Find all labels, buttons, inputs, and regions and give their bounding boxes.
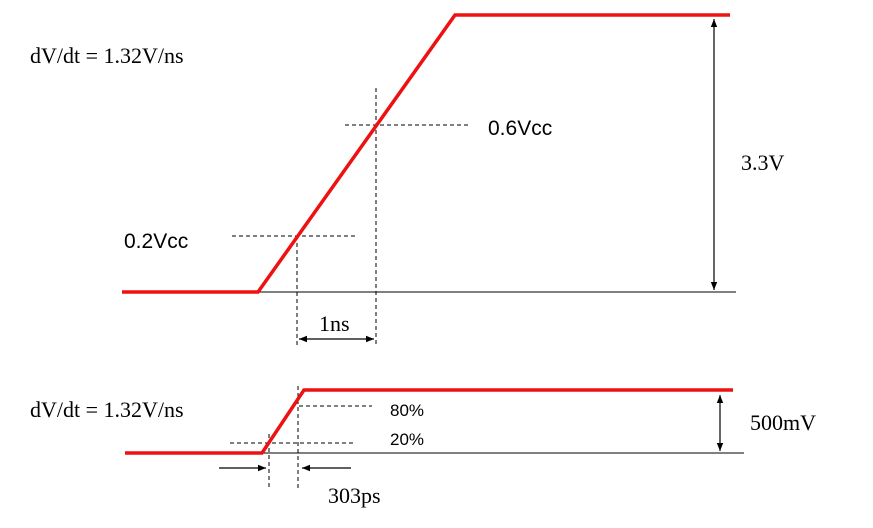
bottom-slew-rate-label: dV/dt = 1.32V/ns xyxy=(30,397,184,422)
bottom-waveform xyxy=(125,388,733,455)
top-interval-label: 1ns xyxy=(319,311,350,336)
top-lower-threshold-label: 0.2Vcc xyxy=(124,230,188,253)
top-panel: dV/dt = 1.32V/ns 0.6Vcc 0.2Vcc 3.3V 1ns xyxy=(30,13,785,345)
top-waveform xyxy=(122,13,730,294)
bottom-amplitude-label: 500mV xyxy=(750,410,816,435)
top-amplitude-label: 3.3V xyxy=(741,150,785,175)
bottom-upper-threshold-label: 80% xyxy=(390,401,424,420)
bottom-panel: dV/dt = 1.32V/ns 80% 20% 500mV 303ps xyxy=(30,386,816,508)
top-slew-rate-label: dV/dt = 1.32V/ns xyxy=(30,43,184,68)
bottom-lower-threshold-label: 20% xyxy=(390,430,424,449)
bottom-interval-label: 303ps xyxy=(328,483,381,508)
top-upper-threshold-label: 0.6Vcc xyxy=(488,117,552,140)
